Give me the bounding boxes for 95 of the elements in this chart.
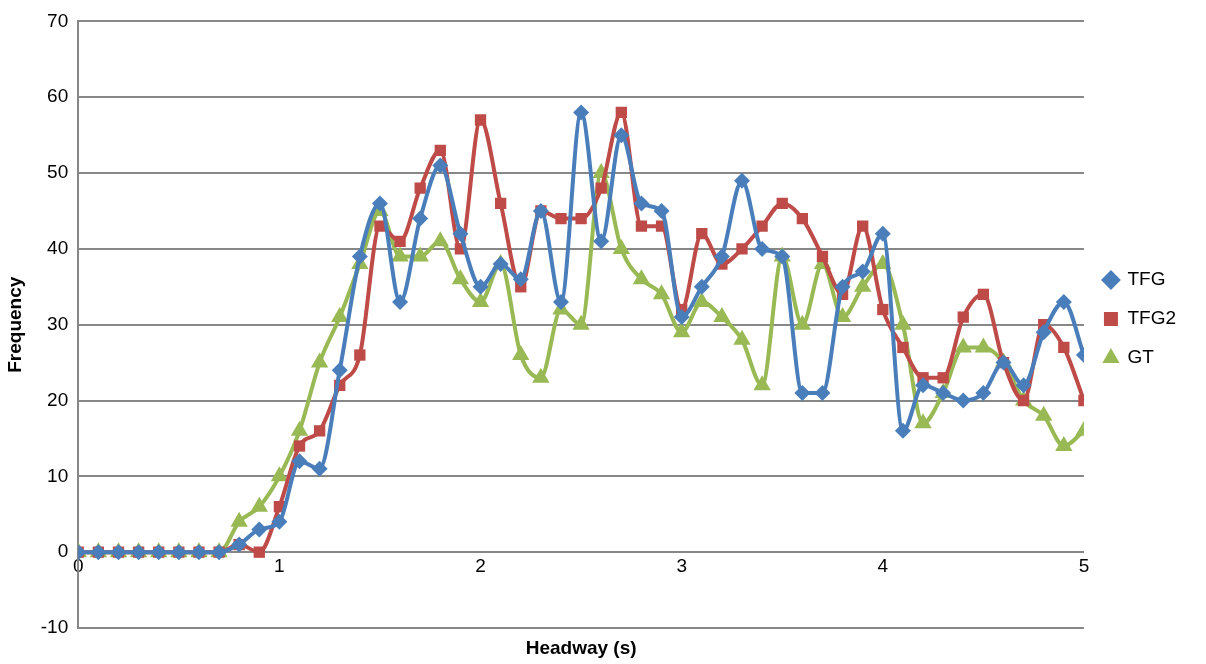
y-tick-label: 50 [47,161,69,183]
x-tick-label: 3 [676,554,687,576]
point [937,372,949,384]
point [1017,394,1030,407]
point [1035,324,1052,341]
point [632,269,651,285]
point [652,284,671,300]
point [776,197,788,210]
x-tick-label: 5 [1078,554,1090,576]
y-tick-label: 20 [47,388,69,410]
point [633,195,650,212]
point [331,307,349,323]
x-tick-label: 2 [475,554,486,576]
point [270,466,289,482]
point [693,278,710,295]
point [595,182,607,194]
point [673,309,690,326]
point [894,422,911,439]
point [452,225,469,242]
point [955,392,972,409]
point [975,384,992,401]
x-tick-label: 4 [877,554,889,576]
point [251,521,268,538]
legend-label: TFG2 [1127,307,1176,329]
point [653,202,670,219]
point [914,413,932,429]
point [394,235,406,247]
point [593,233,610,250]
point [313,425,326,437]
point [1055,436,1073,452]
point [736,243,748,255]
point [451,269,470,285]
legend-label: TFG [1127,268,1166,290]
point [354,349,366,361]
point [854,263,871,280]
y-tick-label: 60 [47,85,69,107]
y-tick-label: 30 [47,312,69,334]
point [414,182,426,194]
point [1058,341,1070,354]
point [351,248,368,265]
y-tick-label: 0 [57,540,69,562]
point [796,212,809,225]
point [552,293,569,310]
point [434,144,446,156]
point [494,197,507,210]
point [555,212,567,225]
point [271,513,288,530]
point [673,322,691,338]
point [957,311,969,323]
point [512,271,529,288]
point [474,114,487,126]
point [1055,293,1072,310]
point [696,228,708,240]
y-tick-label: -10 [40,616,69,638]
point [877,303,889,316]
y-tick-label: 10 [47,464,69,486]
point [753,375,771,391]
point [1015,377,1032,394]
point [432,157,449,174]
point [392,293,409,310]
point [857,220,869,232]
point [472,278,489,295]
point [897,341,909,354]
point [311,460,328,477]
point [816,250,829,263]
point [713,307,731,323]
point [713,248,730,265]
point [293,440,306,452]
x-tick-label: 1 [274,554,285,576]
point [615,106,627,119]
point [834,278,851,295]
point [253,546,265,558]
y-tick-label: 40 [47,237,69,259]
y-axis-title: Frequency [3,276,25,373]
point [756,220,768,232]
point [754,240,771,257]
point [412,210,429,227]
point [512,345,530,361]
point [575,212,587,225]
point [613,127,630,144]
legend-label: GT [1127,346,1155,368]
point [573,104,590,121]
point [635,220,648,232]
point [814,384,831,401]
point [734,172,751,189]
point [915,377,932,394]
x-axis-title: Headway (s) [525,636,637,658]
point [794,384,811,401]
point [291,453,308,470]
point [977,288,990,301]
point [431,231,449,247]
point [371,195,388,212]
point [331,362,348,379]
y-tick-label: 70 [47,9,69,31]
point [874,225,891,242]
